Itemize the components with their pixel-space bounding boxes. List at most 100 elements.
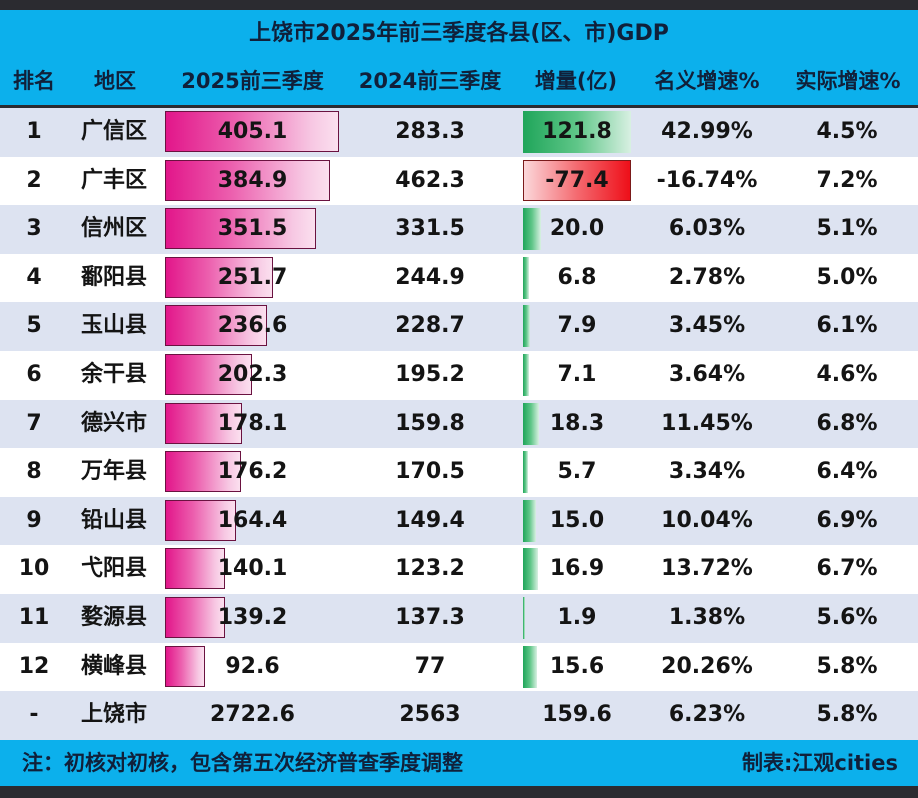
cell-region: 广丰区 [80,167,147,193]
cell-real-growth: 6.1% [816,313,878,339]
gdp-2025-bar [165,645,205,687]
cell-gdp-2025: 176.2 [217,459,288,485]
table-row: 5 玉山县 236.6 228.7 7.9 3.45% 6.1% [0,302,918,351]
cell-gdp-2024: 159.8 [395,410,465,436]
top-dark-bar [0,0,918,10]
column-header-nominal-growth: 名义增速% [654,69,760,93]
cell-gdp-2024: 137.3 [395,605,465,630]
cell-real-growth: 5.8% [816,653,878,679]
gdp-2025-bar [165,208,316,250]
cell-real-growth: 5.8% [816,702,878,728]
cell-gdp-2025: 92.6 [225,653,280,679]
cell-region: 信州区 [80,216,147,242]
cell-region: 鄱阳县 [80,264,147,290]
cell-gdp-2025: 202.3 [217,362,288,387]
cell-rank: 9 [26,507,42,533]
footer-note: 注：初核对初核，包含第五次经济普查季度调整 [22,751,463,775]
cell-nominal-growth: 3.64% [668,362,746,387]
cell-real-growth: 6.8% [816,410,878,436]
column-header-gdp-2024: 2024前三季度 [358,69,502,93]
cell-region: 铅山县 [80,507,147,533]
gdp-2025-bar [165,402,242,444]
column-header-region: 地区 [94,69,136,93]
cell-gdp-2025: 2722.6 [210,702,295,728]
cell-gdp-2024: 462.3 [395,167,465,193]
cell-gdp-2025: 139.2 [217,605,288,630]
cell-nominal-growth: 6.03% [668,216,746,242]
cell-real-growth: 7.2% [816,167,878,193]
gdp-2025-bar [165,451,241,493]
table-row: 11 婺源县 139.2 137.3 1.9 1.38% 5.6% [0,594,918,643]
gdp-2025-bar [165,597,225,638]
increase-bar-positive [523,597,525,639]
table-row: 4 鄱阳县 251.7 244.9 6.8 2.78% 5.0% [0,253,918,303]
cell-region: 广信区 [80,119,147,144]
gdp-2025-bar [165,111,339,152]
table-row: 6 余干县 202.3 195.2 7.1 3.64% 4.6% [0,351,918,400]
cell-gdp-2025: 351.5 [217,216,288,242]
cell-rank: 11 [18,605,50,630]
column-header-increase: 增量(亿) [534,69,618,93]
table-row-total: - 上饶市 2722.6 2563 159.6 6.23% 5.8% [0,691,918,740]
cell-rank: 8 [26,459,42,485]
cell-real-growth: 4.5% [816,119,878,144]
cell-region: 余干县 [80,362,147,387]
gdp-2025-bar [165,305,267,347]
cell-nominal-growth: 3.34% [668,459,746,485]
table-row: 9 铅山县 164.4 149.4 15.0 10.04% 6.9% [0,496,918,546]
cell-gdp-2025: 164.4 [217,507,288,533]
cell-gdp-2025: 140.1 [217,556,288,582]
cell-region: 德兴市 [80,410,147,436]
cell-gdp-2024: 283.3 [395,119,465,144]
cell-increase: 16.9 [549,556,605,582]
cell-real-growth: 5.6% [816,605,878,630]
cell-gdp-2024: 228.7 [395,313,465,339]
cell-nominal-growth: 13.72% [661,556,753,582]
cell-gdp-2024: 149.4 [395,507,465,533]
table-row: 1 广信区 405.1 283.3 121.8 42.99% 4.5% [0,108,918,157]
table-row: 3 信州区 351.5 331.5 20.0 6.03% 5.1% [0,205,918,254]
cell-rank: 2 [26,167,42,193]
table-row: 7 德兴市 178.1 159.8 18.3 11.45% 6.8% [0,399,918,449]
cell-region: 婺源县 [80,605,147,630]
footer-bar: 注：初核对初核，包含第五次经济普查季度调整 制表:江观cities [0,740,918,786]
cell-nominal-growth: 11.45% [661,410,753,436]
cell-increase: 159.6 [542,702,612,728]
gdp-2025-bar [165,159,331,201]
cell-rank: 4 [26,264,42,290]
cell-rank: 7 [26,410,42,436]
cell-rank: - [29,702,39,728]
cell-real-growth: 5.1% [816,216,878,242]
cell-gdp-2024: 77 [414,653,446,679]
cell-gdp-2024: 195.2 [395,362,465,387]
gdp-2025-bar [165,499,236,541]
cell-increase: 15.0 [549,507,605,533]
cell-gdp-2024: 331.5 [395,216,465,242]
cell-increase: 15.6 [549,653,605,679]
cell-real-growth: 4.6% [816,362,878,387]
cell-real-growth: 6.9% [816,507,878,533]
gdp-2025-bar [165,548,226,590]
cell-gdp-2024: 244.9 [395,264,465,290]
cell-real-growth: 6.7% [816,556,878,582]
cell-gdp-2025: 384.9 [217,167,288,193]
cell-gdp-2024: 170.5 [395,459,465,485]
cell-gdp-2025: 251.7 [217,264,288,290]
increase-bar-positive [523,305,530,348]
table-row: 12 横峰县 92.6 77 15.6 20.26% 5.8% [0,642,918,692]
increase-bar-positive [523,354,530,396]
cell-nominal-growth: 3.45% [668,313,746,339]
cell-nominal-growth: 6.23% [668,702,746,728]
column-header-rank: 排名 [13,69,55,93]
cell-rank: 6 [26,362,42,387]
cell-region: 弋阳县 [80,556,147,582]
cell-gdp-2025: 178.1 [217,410,288,436]
footer-credit: 制表:江观cities [741,751,898,775]
bottom-dark-bar [0,786,918,798]
cell-region: 横峰县 [80,653,147,679]
cell-nominal-growth: -16.74% [656,167,758,193]
cell-region: 万年县 [80,459,147,485]
gdp-2025-bar [165,256,274,298]
cell-gdp-2025: 236.6 [217,313,288,339]
increase-bar-positive [523,548,538,591]
